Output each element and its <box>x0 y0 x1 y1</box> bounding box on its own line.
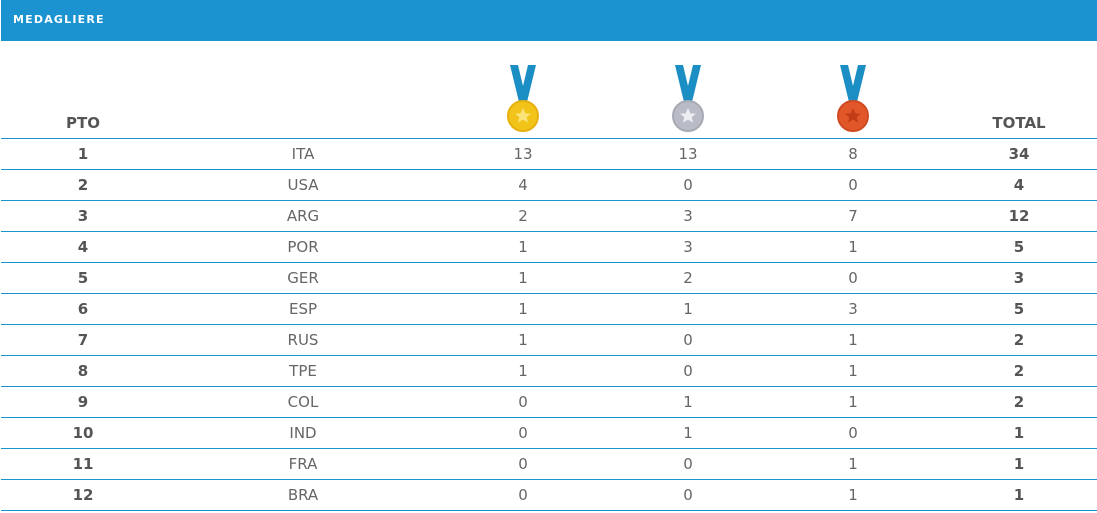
rank-cell: 6 <box>77 300 89 318</box>
table-row: 2 USA 4 0 0 4 <box>1 170 1097 201</box>
bronze-count-cell: 0 <box>848 269 858 287</box>
total-cell: 1 <box>1013 424 1025 442</box>
medal-table-header-bar: MEDAGLIERE <box>1 0 1097 41</box>
table-row: 1 ITA 13 13 8 34 <box>1 139 1097 170</box>
nation-cell: FRA <box>288 455 318 473</box>
nation-cell: BRA <box>287 486 319 504</box>
gold-count-cell: 1 <box>518 269 528 287</box>
medal-table-title: MEDAGLIERE <box>13 13 105 26</box>
nation-cell: IND <box>289 424 317 442</box>
silver-medal-icon <box>672 65 704 132</box>
table-row: 5 GER 1 2 0 3 <box>1 263 1097 294</box>
rank-cell: 11 <box>72 455 94 473</box>
rank-cell: 5 <box>77 269 89 287</box>
medal-table: PTO TOTAL 1 ITA 13 13 8 34 2 USA 4 0 0 <box>1 41 1097 511</box>
total-cell: 1 <box>1013 486 1025 504</box>
bronze-count-cell: 0 <box>848 424 858 442</box>
silver-count-cell: 3 <box>683 207 693 225</box>
gold-count-cell: 0 <box>518 424 528 442</box>
table-row: 3 ARG 2 3 7 12 <box>1 201 1097 232</box>
silver-count-cell: 1 <box>683 424 693 442</box>
gold-count-cell: 1 <box>518 362 528 380</box>
table-row: 11 FRA 0 0 1 1 <box>1 449 1097 480</box>
bronze-count-cell: 1 <box>848 362 858 380</box>
gold-count-cell: 1 <box>518 300 528 318</box>
silver-count-cell: 13 <box>678 145 698 163</box>
silver-count-cell: 0 <box>683 176 693 194</box>
nation-cell: ARG <box>286 207 320 225</box>
total-cell: 12 <box>1008 207 1030 225</box>
gold-count-cell: 0 <box>518 455 528 473</box>
silver-count-cell: 2 <box>683 269 693 287</box>
bronze-count-cell: 8 <box>848 145 858 163</box>
nation-cell: TPE <box>289 362 317 380</box>
table-row: 6 ESP 1 1 3 5 <box>1 294 1097 325</box>
silver-count-cell: 0 <box>683 331 693 349</box>
bronze-count-cell: 1 <box>848 393 858 411</box>
total-cell: 1 <box>1013 455 1025 473</box>
total-cell: 5 <box>1013 238 1025 256</box>
gold-count-cell: 0 <box>518 393 528 411</box>
total-cell: 2 <box>1013 331 1025 349</box>
rank-cell: 7 <box>77 331 89 349</box>
table-row: 8 TPE 1 0 1 2 <box>1 356 1097 387</box>
nation-cell: ITA <box>291 145 315 163</box>
total-cell: 5 <box>1013 300 1025 318</box>
gold-count-cell: 1 <box>518 238 528 256</box>
silver-count-cell: 0 <box>683 486 693 504</box>
bronze-count-cell: 7 <box>848 207 858 225</box>
table-row: 7 RUS 1 0 1 2 <box>1 325 1097 356</box>
rank-cell: 2 <box>77 176 89 194</box>
rank-cell: 4 <box>77 238 89 256</box>
bronze-medal-icon <box>837 65 869 132</box>
nation-cell: POR <box>287 238 319 256</box>
silver-count-cell: 0 <box>683 362 693 380</box>
silver-count-cell: 1 <box>683 393 693 411</box>
total-cell: 4 <box>1013 176 1025 194</box>
table-row: 9 COL 0 1 1 2 <box>1 387 1097 418</box>
bronze-count-cell: 1 <box>848 486 858 504</box>
gold-count-cell: 2 <box>518 207 528 225</box>
total-cell: 3 <box>1013 269 1025 287</box>
rank-cell: 10 <box>72 424 94 442</box>
rank-cell: 8 <box>77 362 89 380</box>
nation-cell: ESP <box>288 300 318 318</box>
nation-cell: RUS <box>287 331 319 349</box>
total-cell: 2 <box>1013 393 1025 411</box>
bronze-count-cell: 1 <box>848 238 858 256</box>
gold-count-cell: 0 <box>518 486 528 504</box>
bronze-count-cell: 0 <box>848 176 858 194</box>
silver-count-cell: 0 <box>683 455 693 473</box>
silver-count-cell: 3 <box>683 238 693 256</box>
rank-cell: 9 <box>77 393 89 411</box>
silver-count-cell: 1 <box>683 300 693 318</box>
column-header-rank: PTO <box>66 114 100 132</box>
rank-cell: 3 <box>77 207 89 225</box>
nation-cell: USA <box>287 176 319 194</box>
gold-count-cell: 1 <box>518 331 528 349</box>
table-row: 12 BRA 0 0 1 1 <box>1 480 1097 511</box>
total-cell: 2 <box>1013 362 1025 380</box>
rank-cell: 1 <box>77 145 89 163</box>
table-row: 10 IND 0 1 0 1 <box>1 418 1097 449</box>
nation-cell: COL <box>287 393 319 411</box>
gold-medal-icon <box>507 65 539 132</box>
rank-cell: 12 <box>72 486 94 504</box>
table-row: 4 POR 1 3 1 5 <box>1 232 1097 263</box>
nation-cell: GER <box>287 269 319 287</box>
bronze-count-cell: 3 <box>848 300 858 318</box>
total-cell: 34 <box>1008 145 1030 163</box>
table-header-row: PTO TOTAL <box>1 41 1097 139</box>
column-header-total: TOTAL <box>992 114 1046 132</box>
bronze-count-cell: 1 <box>848 455 858 473</box>
bronze-count-cell: 1 <box>848 331 858 349</box>
gold-count-cell: 4 <box>518 176 528 194</box>
gold-count-cell: 13 <box>513 145 533 163</box>
